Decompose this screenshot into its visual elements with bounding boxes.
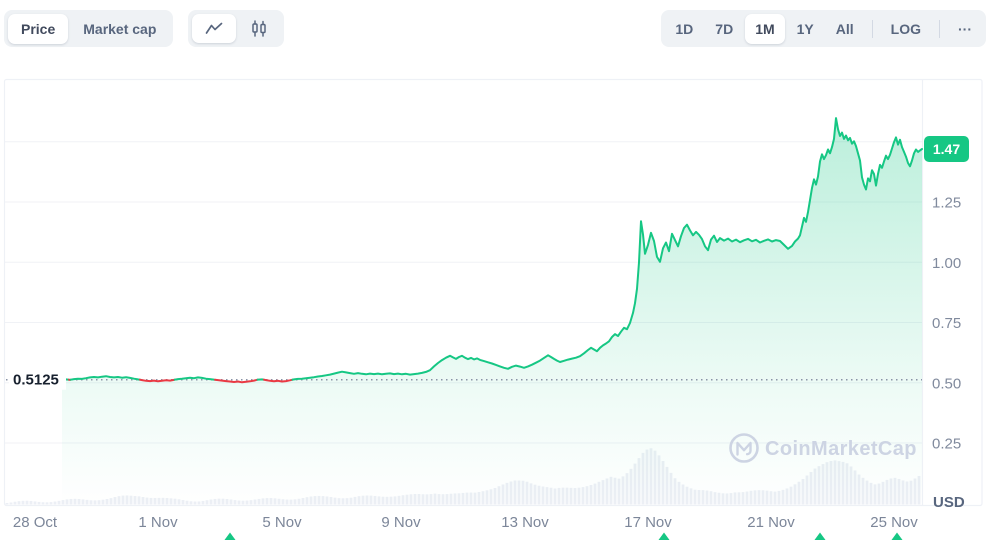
- price-area-fill: [62, 118, 922, 505]
- x-axis-label: 17 Nov: [624, 514, 672, 531]
- price-line-down-segment: [139, 378, 176, 383]
- x-axis-label: 25 Nov: [870, 514, 918, 531]
- y-axis-labels: 0.25 0.50 0.75 1.00 1.25 USD: [932, 195, 965, 512]
- x-axis-labels: 28 Oct 1 Nov 5 Nov 9 Nov 13 Nov 17 Nov 21 Nov 2…: [13, 514, 918, 531]
- range-1d-button[interactable]: 1D: [665, 14, 703, 44]
- volume-bar: [57, 500, 61, 505]
- more-options-button[interactable]: ···: [948, 14, 982, 44]
- price-line-down-segment: [263, 378, 294, 383]
- reference-price-label-bg: [9, 368, 66, 390]
- chart-border: [3, 78, 983, 507]
- divider: [939, 19, 940, 38]
- range-1m-button[interactable]: 1M: [745, 13, 785, 44]
- x-axis-label: 13 Nov: [501, 514, 549, 531]
- volume-bar: [41, 502, 45, 505]
- event-marker-icon: [891, 532, 903, 540]
- price-line-up-segment: [69, 375, 141, 381]
- volume-bar: [33, 501, 37, 505]
- price-line-down-segment: [214, 378, 259, 384]
- candlestick-chart-button[interactable]: [238, 13, 280, 44]
- market-cap-tab[interactable]: Market cap: [70, 14, 169, 44]
- watermark-text: CoinMarketCap: [765, 438, 917, 460]
- y-axis-label: 1.25: [932, 195, 961, 212]
- x-axis-label: 9 Nov: [381, 514, 421, 531]
- reference-price-label: 0.5125: [13, 372, 59, 389]
- price-tab[interactable]: Price: [8, 13, 69, 44]
- volume-bar: [17, 501, 21, 505]
- range-all-button[interactable]: All: [826, 14, 864, 44]
- x-axis-label: 1 Nov: [138, 514, 178, 531]
- y-axis-unit-label: USD: [933, 494, 965, 511]
- volume-bar: [5, 503, 9, 505]
- y-axis-label: 0.50: [932, 375, 961, 392]
- y-axis-label: 0.25: [932, 436, 961, 453]
- coinmarketcap-logo-m: [736, 441, 752, 456]
- price-line-up-segment: [173, 376, 216, 381]
- current-price-value: 1.47: [933, 141, 960, 157]
- metric-toggle: Price Market cap: [4, 10, 174, 47]
- volume-bar: [25, 500, 29, 505]
- x-axis-label: 21 Nov: [747, 514, 795, 531]
- candlestick-icon: [250, 20, 268, 37]
- volume-bar: [29, 500, 33, 505]
- chart-plot-area[interactable]: [5, 80, 922, 506]
- volume-bar: [9, 502, 13, 505]
- event-marker-icon: [814, 532, 826, 540]
- line-chart-button[interactable]: [192, 14, 236, 43]
- log-scale-button[interactable]: LOG: [881, 14, 931, 44]
- price-line: [61, 117, 923, 384]
- coinmarketcap-watermark: CoinMarketCap: [729, 433, 917, 463]
- event-marker-icon: [224, 532, 236, 540]
- x-axis-label: 28 Oct: [13, 514, 58, 531]
- y-axis-label: 0.75: [932, 315, 961, 332]
- event-marker-icon: [658, 532, 670, 540]
- line-chart-icon: [204, 21, 224, 36]
- range-1y-button[interactable]: 1Y: [787, 14, 824, 44]
- range-toggle: 1D 7D 1M 1Y All LOG ···: [661, 10, 986, 47]
- volume-bar: [37, 501, 41, 505]
- volume-bar: [53, 501, 57, 505]
- divider: [871, 19, 873, 38]
- range-7d-button[interactable]: 7D: [705, 14, 743, 44]
- chart-type-toggle: [188, 10, 284, 47]
- x-axis-label: 5 Nov: [262, 514, 302, 531]
- current-price-badge: [924, 135, 969, 162]
- volume-bar: [45, 502, 49, 505]
- volume-bar: [49, 502, 53, 505]
- volume-bar: [13, 501, 17, 505]
- volume-bar: [21, 500, 25, 505]
- y-axis-label: 1.00: [932, 255, 961, 272]
- price-line-up-segment: [291, 117, 923, 381]
- coinmarketcap-logo-icon: [729, 433, 759, 463]
